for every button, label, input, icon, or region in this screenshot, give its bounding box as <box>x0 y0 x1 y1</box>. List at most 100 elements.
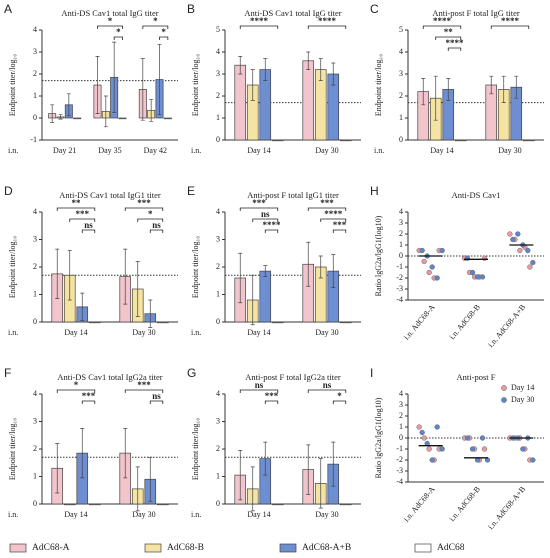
error-bar <box>123 428 128 479</box>
data-point <box>419 247 425 254</box>
significance-bracket <box>264 400 279 404</box>
x-note: i.n. <box>374 146 384 155</box>
significance-bracket <box>239 207 279 211</box>
error-bar <box>66 93 71 117</box>
y-tick-label: 1 <box>216 471 220 480</box>
bar <box>163 117 172 120</box>
significance-label: **** <box>433 16 452 26</box>
data-point <box>507 231 513 237</box>
panel-title: Anti-post F total IgG1 titer <box>247 190 339 200</box>
data-point <box>510 236 516 243</box>
data-point <box>530 259 536 266</box>
data-point <box>439 446 445 452</box>
y-tick-label: 1 <box>399 422 403 431</box>
y-tick-label: 5 <box>216 25 220 34</box>
significance-bracket <box>307 25 347 29</box>
error-bar <box>80 428 85 479</box>
y-tick-label: 1 <box>399 113 403 122</box>
bar <box>156 503 169 506</box>
y-tick-label: 0 <box>216 499 220 508</box>
legend-swatch <box>279 543 297 553</box>
y-tick-label: 0 <box>33 113 37 122</box>
y-tick-label: 2 <box>216 444 220 453</box>
y-axis-label: Endpoint titer/log₁₀ <box>8 236 17 298</box>
y-tick-label: 4 <box>399 389 403 398</box>
data-point <box>429 264 435 270</box>
panel-title: Anti-DS Cav1 total IgG1 titer <box>59 190 161 200</box>
data-point <box>515 231 521 237</box>
significance-label: ns <box>255 380 264 390</box>
error-bar <box>250 274 255 326</box>
error-bar <box>238 56 243 75</box>
significance-bracket <box>97 25 123 29</box>
data-point <box>419 429 425 436</box>
legend-label: AdC68-A+B <box>302 543 351 553</box>
significance-label: * <box>108 16 113 26</box>
error-bar <box>263 441 268 476</box>
data-point <box>421 435 427 441</box>
y-tick-label: 2 <box>399 229 403 238</box>
y-axis-label: Endpoint titer/log₁₀ <box>8 418 17 480</box>
significance-bracket <box>81 229 96 233</box>
significance-bracket <box>113 36 123 40</box>
y-tick-label: 3 <box>399 69 403 78</box>
panel-title: Anti-DS Cav1 total IgG titer <box>61 8 158 18</box>
y-tick-label: 4 <box>33 207 37 216</box>
significance-label: *** <box>265 391 279 401</box>
data-point <box>426 446 432 452</box>
data-point <box>479 274 486 280</box>
y-tick-label: -1 <box>396 444 403 453</box>
bar <box>88 503 101 506</box>
significance-label: **** <box>501 16 520 26</box>
bar <box>63 503 76 506</box>
significance-bracket <box>81 400 96 404</box>
bar <box>234 64 247 141</box>
y-tick-label: -4 <box>396 295 403 304</box>
y-tick-label: 0 <box>216 317 220 326</box>
data-point <box>469 269 476 276</box>
panel-title: Anti-DS Cav1 total IgG2a titer <box>57 372 162 382</box>
panel-letter: H <box>370 184 379 198</box>
y-tick-label: 1 <box>216 289 220 298</box>
y-tick-label: -3 <box>396 284 403 293</box>
bar <box>88 321 101 324</box>
significance-label: **** <box>446 38 465 48</box>
error-bar <box>250 466 255 512</box>
data-point <box>517 247 523 254</box>
error-bar <box>501 75 506 103</box>
y-tick-label: 0 <box>399 135 403 144</box>
y-tick-label: 3 <box>33 234 37 243</box>
y-tick-label: 3 <box>399 400 403 409</box>
y-tick-label: 0 <box>33 499 37 508</box>
y-tick-label: 1 <box>33 471 37 480</box>
y-tick-label: 0 <box>399 433 403 442</box>
bar <box>73 117 82 120</box>
significance-bracket <box>149 229 164 233</box>
significance-bracket <box>239 25 279 29</box>
y-tick-label: -1 <box>30 135 37 144</box>
panel-letter: F <box>4 366 11 380</box>
y-axis-label: Ratio lgG2a/lgG1(log10) <box>374 397 383 478</box>
bar <box>339 321 352 324</box>
panel-letter: D <box>4 184 13 198</box>
data-point <box>421 258 427 265</box>
y-tick-label: 5 <box>399 25 403 34</box>
legend-label: AdC68-B <box>167 543 204 553</box>
error-bar <box>95 56 100 114</box>
panel-title: Anti-DS Cav1 total IgG titer <box>244 8 341 18</box>
x-tick-label: Day 30 <box>315 146 338 155</box>
error-bar <box>135 261 140 317</box>
significance-bracket <box>56 207 96 211</box>
y-tick-label: 4 <box>33 389 37 398</box>
panel-title: Anti-DS Cav1 <box>452 190 501 200</box>
x-note: i.n. <box>191 146 201 155</box>
error-bar <box>421 78 426 106</box>
error-bar <box>238 450 243 501</box>
data-point <box>416 424 422 430</box>
panel-letter: I <box>370 366 373 380</box>
x-tick-label: i.n. AdC68-A <box>402 485 437 524</box>
significance-label: *** <box>137 198 151 208</box>
data-point <box>439 247 445 254</box>
panel-letter: C <box>370 2 379 16</box>
panel-title: Anti-post F total IgG titer <box>432 8 520 18</box>
